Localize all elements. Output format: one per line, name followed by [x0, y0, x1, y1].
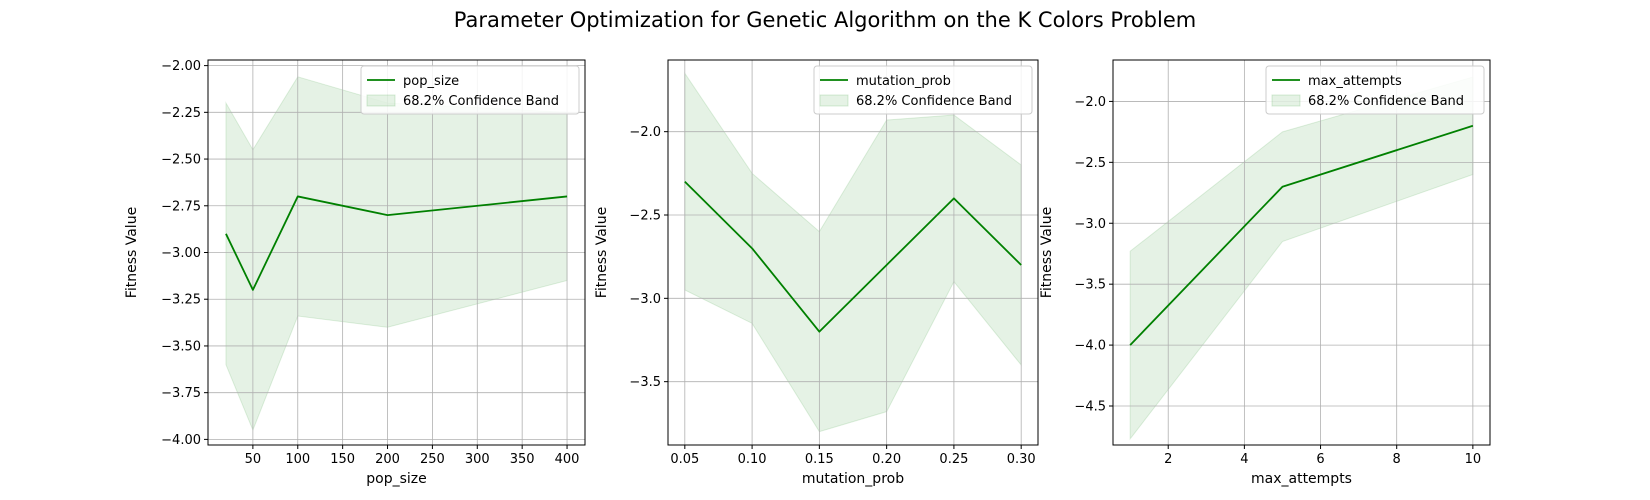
x-tick-label: 250: [420, 452, 445, 467]
confidence-band: [684, 71, 1022, 433]
y-tick-label: −3.50: [161, 339, 201, 354]
y-tick-label: −3.5: [629, 375, 661, 390]
legend-series-label: mutation_prob: [856, 74, 951, 89]
y-tick-label: −3.00: [161, 246, 201, 261]
x-axis-label: mutation_prob: [802, 471, 904, 487]
series-line: [684, 181, 1022, 333]
plot-frame: [1112, 59, 1491, 446]
legend-box: [813, 65, 1033, 115]
legend-box: [1265, 65, 1485, 115]
x-tick-label: 50: [245, 452, 262, 467]
x-tick-label: 6: [1316, 452, 1324, 467]
y-tick-label: −2.5: [629, 209, 661, 224]
x-tick-label: 300: [465, 452, 490, 467]
subplot-3: 2 4 6 8 10 −4.5 −4.0 −3.5 −3.0 −2.5 −2.0 max_attemp…: [1039, 59, 1491, 487]
figure-title: Parameter Optimization for Genetic Algor…: [453, 8, 1197, 32]
x-tick-label: 0.20: [872, 452, 901, 467]
y-axis-label: Fitness Value: [1039, 207, 1055, 298]
x-tick-label: 0.10: [738, 452, 767, 467]
subplot-1: 50 100 150 200 250 300 350 400 −4.00 −3.75 −3.50 −3…: [124, 59, 586, 487]
x-tick-label: 200: [375, 452, 400, 467]
legend-band-swatch: [366, 94, 396, 107]
x-axis-label: pop_size: [366, 471, 426, 487]
x-tick-label: 400: [555, 452, 580, 467]
legend-band-swatch: [1271, 94, 1301, 107]
y-tick-label: −3.5: [1074, 278, 1106, 293]
confidence-band: [1129, 76, 1474, 441]
x-tick-label: 0.15: [805, 452, 834, 467]
y-tick-label: −3.75: [161, 386, 201, 401]
y-tick-label: −2.50: [161, 153, 201, 168]
subplot-2: 0.05 0.10 0.15 0.20 0.25 0.30 −3.5 −3.0 −2.5 −2.0…: [594, 59, 1039, 487]
legend-band-label: 68.2% Confidence Band: [856, 94, 1012, 109]
x-tick-label: 0.30: [1007, 452, 1036, 467]
y-tick-label: −2.75: [161, 199, 201, 214]
y-axis-label: Fitness Value: [124, 207, 140, 298]
y-axis-label: Fitness Value: [594, 207, 610, 298]
x-tick-label: 0.25: [939, 452, 968, 467]
x-tick-label: 8: [1393, 452, 1401, 467]
y-tick-label: −3.25: [161, 293, 201, 308]
y-tick-label: −4.5: [1074, 400, 1106, 415]
plot-frame: [667, 59, 1039, 446]
y-tick-label: −2.0: [1074, 95, 1106, 110]
y-tick-label: −4.00: [161, 433, 201, 448]
x-tick-label: 0.05: [670, 452, 699, 467]
series-line: [1129, 124, 1474, 346]
y-tick-label: −3.0: [629, 292, 661, 307]
x-tick-label: 350: [510, 452, 535, 467]
y-tick-label: −2.0: [629, 125, 661, 140]
legend-series-label: pop_size: [403, 74, 459, 89]
y-tick-label: −4.0: [1074, 339, 1106, 354]
x-axis-label: max_attempts: [1251, 471, 1352, 487]
y-tick-label: −3.0: [1074, 217, 1106, 232]
series-line: [225, 195, 568, 291]
x-tick-label: 2: [1164, 452, 1172, 467]
legend-series-label: max_attempts: [1308, 74, 1402, 89]
y-tick-label: −2.00: [161, 59, 201, 74]
legend-box: [360, 65, 580, 115]
legend-band-label: 68.2% Confidence Band: [1308, 94, 1464, 109]
legend-band-label: 68.2% Confidence Band: [403, 94, 559, 109]
x-tick-label: 100: [285, 452, 310, 467]
x-tick-label: 150: [330, 452, 355, 467]
y-tick-label: −2.25: [161, 106, 201, 121]
x-tick-label: 4: [1240, 452, 1248, 467]
confidence-band: [225, 76, 568, 432]
legend-band-swatch: [819, 94, 849, 107]
x-tick-label: 10: [1465, 452, 1482, 467]
y-tick-label: −2.5: [1074, 156, 1106, 171]
